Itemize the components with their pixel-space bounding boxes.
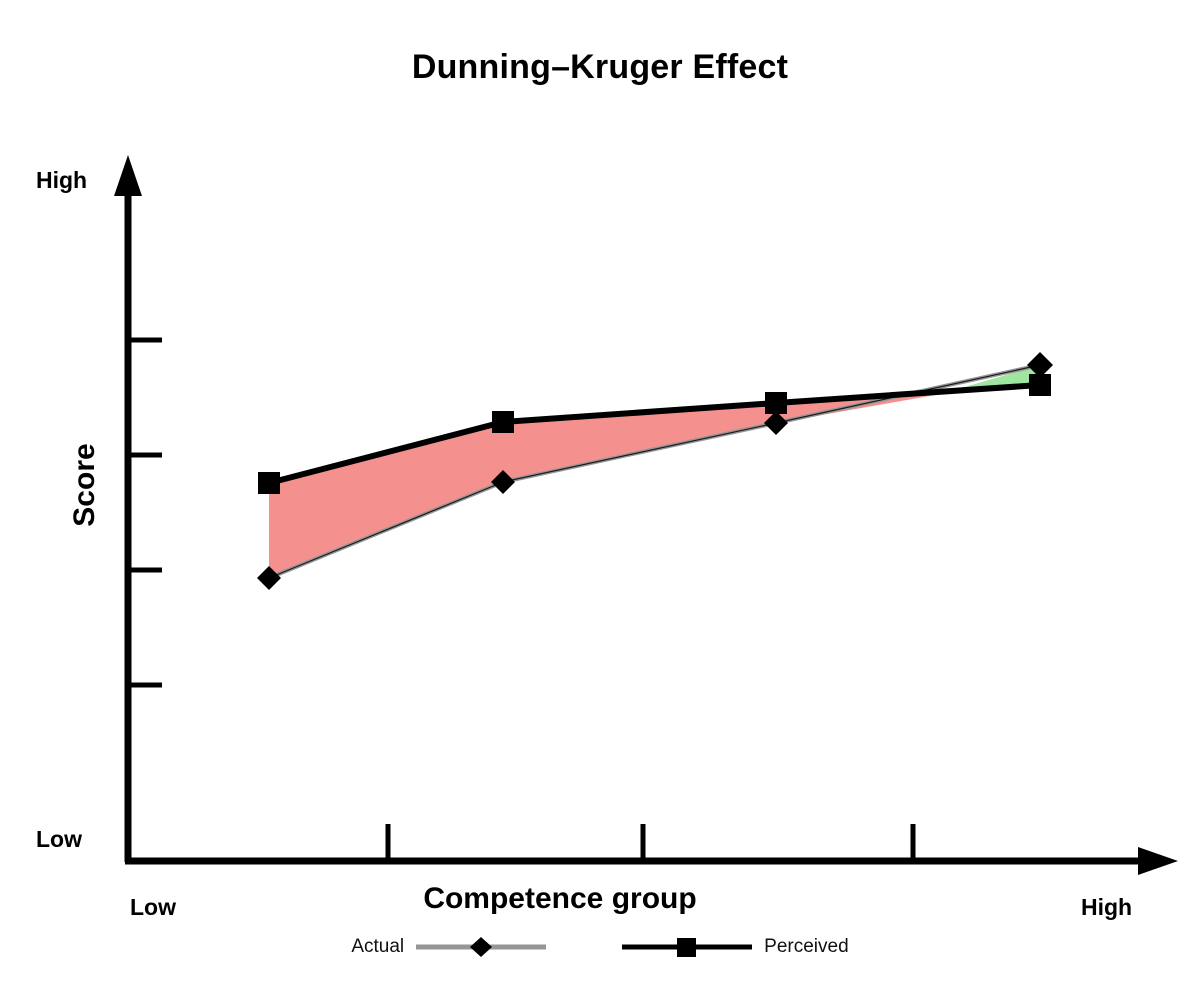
y-axis-low-label: Low	[36, 826, 82, 852]
actual-marker-point	[1027, 352, 1053, 378]
chart-title: Dunning–Kruger Effect	[411, 48, 789, 86]
legend-label-actual: Actual	[351, 936, 405, 957]
overestimation-fill-region	[269, 394, 941, 578]
actual-marker-point	[764, 411, 788, 435]
perceived-marker-point	[765, 392, 787, 414]
legend-label-perceived: Perceived	[764, 936, 849, 957]
legend-item-actual[interactable]: Actual	[351, 934, 548, 960]
x-axis-low-label: Low	[130, 894, 176, 920]
x-axis-title: Competence group	[423, 882, 697, 915]
y-axis-ticks	[128, 337, 162, 688]
y-axis-title: Score	[68, 443, 101, 527]
perceived-marker-point	[1029, 374, 1051, 396]
y-axis-high-label: High	[36, 167, 88, 193]
perceived-series-line	[266, 382, 1043, 486]
perceived-series-markers	[258, 374, 1051, 494]
legend-swatch-perceived-icon	[622, 938, 753, 957]
legend-item-perceived[interactable]: Perceived	[620, 934, 849, 960]
x-axis-high-label: High	[1081, 894, 1133, 920]
chart-legend: Actual Perceived	[0, 934, 1200, 960]
actual-marker-point	[257, 566, 281, 590]
actual-marker-point	[491, 470, 515, 494]
y-axis-arrow-icon	[114, 155, 142, 196]
actual-series-markers	[257, 352, 1053, 590]
x-axis-arrow-icon	[1138, 847, 1178, 875]
legend-swatch-actual-icon	[416, 937, 547, 957]
x-axis-ticks	[385, 824, 916, 861]
perceived-marker-point	[258, 472, 280, 494]
perceived-marker-point	[492, 411, 514, 433]
